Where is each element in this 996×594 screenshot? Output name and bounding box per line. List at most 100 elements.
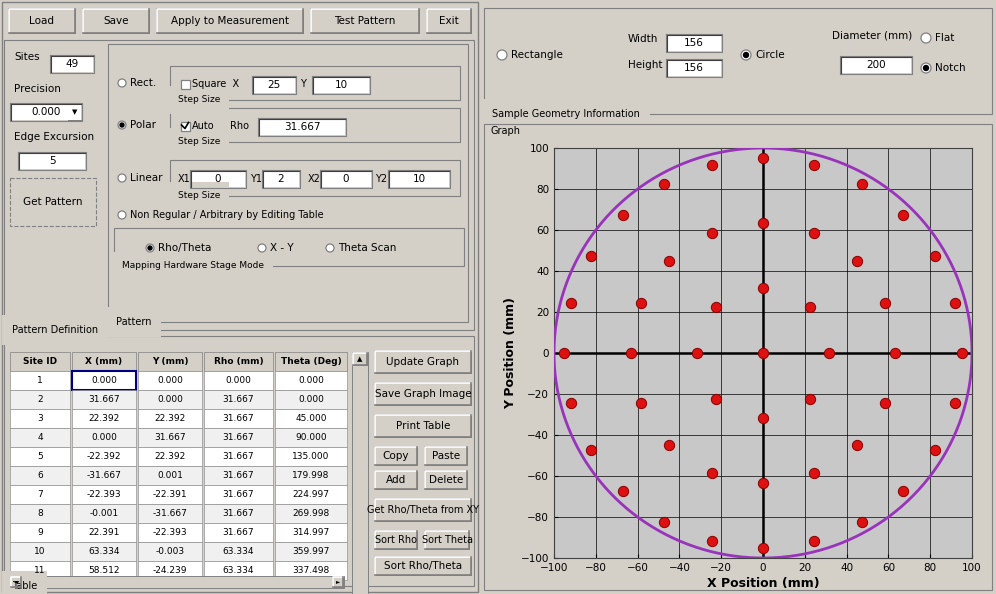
Bar [10,428,70,447]
Bar [51,56,93,72]
Circle shape [148,246,152,250]
Bar [138,542,202,561]
Bar [275,561,347,580]
Bar [10,576,344,588]
Bar [72,485,136,504]
Bar [275,371,347,390]
Bar [352,352,368,594]
Circle shape [326,244,334,252]
Bar [375,447,417,465]
Bar [204,504,273,523]
Bar [72,371,136,390]
Bar [138,504,202,523]
Bar [375,415,471,437]
Bar [259,119,345,135]
Text: Mapping Hardware Stage Mode: Mapping Hardware Stage Mode [122,261,264,270]
Text: Step Size: Step Size [178,137,220,147]
Bar [180,122,189,131]
Text: Rect.: Rect. [130,78,156,88]
Bar [19,153,85,169]
Bar [275,447,347,466]
Bar [72,390,136,409]
Text: 6: 6 [37,471,43,480]
Bar [204,447,273,466]
Point [802,394,818,404]
Circle shape [741,50,751,60]
Point [953,348,969,358]
Point [689,348,705,358]
Bar [10,504,70,523]
Bar [10,542,70,561]
Point [583,446,599,455]
Point [927,251,943,260]
Text: 7: 7 [37,490,43,499]
Circle shape [120,123,124,127]
Text: 179.998: 179.998 [292,471,330,480]
Bar [275,428,347,447]
Text: Non Regular / Arbitrary by Editing Table: Non Regular / Arbitrary by Editing Table [130,210,324,220]
Text: Get Rho/Theta from XY: Get Rho/Theta from XY [367,505,479,515]
Bar [333,577,343,587]
Text: Auto: Auto [192,121,214,131]
Bar [138,409,202,428]
Bar [374,530,418,550]
Point [557,348,573,358]
Text: Diameter (mm): Diameter (mm) [832,30,912,40]
Point [755,153,771,163]
Bar [10,523,70,542]
Bar [138,466,202,485]
Text: 22.391: 22.391 [89,528,120,537]
Circle shape [118,211,126,219]
Text: Linear: Linear [130,173,162,183]
Text: Sort Rho/Theta: Sort Rho/Theta [383,561,462,571]
Point [755,219,771,228]
Circle shape [921,63,931,73]
Bar [374,414,472,438]
Text: 22.392: 22.392 [154,414,185,423]
Text: 2: 2 [37,395,43,404]
Text: Delete: Delete [429,475,463,485]
Bar [424,446,468,466]
Bar [191,171,245,187]
Bar [375,383,471,405]
Bar [68,104,82,120]
Text: Rectangle: Rectangle [511,50,563,60]
Point [632,398,648,407]
Text: 156: 156 [684,38,704,48]
Bar [332,576,344,588]
Text: 224.997: 224.997 [293,490,330,499]
Point [704,228,720,238]
Text: Copy: Copy [382,451,409,461]
Text: Pattern: Pattern [116,317,151,327]
Bar [204,523,273,542]
Bar [352,352,368,366]
Y-axis label: Y Position (mm): Y Position (mm) [504,297,517,409]
Text: Circle: Circle [755,50,785,60]
Text: X2: X2 [308,174,321,184]
Bar [424,530,470,550]
Bar [180,80,189,89]
Text: Width: Width [628,34,658,44]
Point [755,543,771,552]
Text: -22.392: -22.392 [87,452,122,461]
Point [855,179,871,189]
Text: 49: 49 [66,59,79,69]
Bar [204,561,273,580]
Text: Sort Rho: Sort Rho [375,535,417,545]
Bar [275,409,347,428]
Circle shape [118,174,126,182]
Bar [424,470,468,490]
Bar [310,8,420,34]
Text: 31.667: 31.667 [223,528,254,537]
Point [822,348,838,358]
Bar [275,390,347,409]
Text: 0: 0 [215,174,221,184]
Point [755,478,771,488]
Text: Edge Excursion: Edge Excursion [14,132,95,142]
Point [855,517,871,526]
Point [877,299,893,308]
Text: 10: 10 [335,80,348,90]
Bar [275,542,347,561]
Bar [10,178,96,226]
Text: 0.000: 0.000 [298,376,324,385]
